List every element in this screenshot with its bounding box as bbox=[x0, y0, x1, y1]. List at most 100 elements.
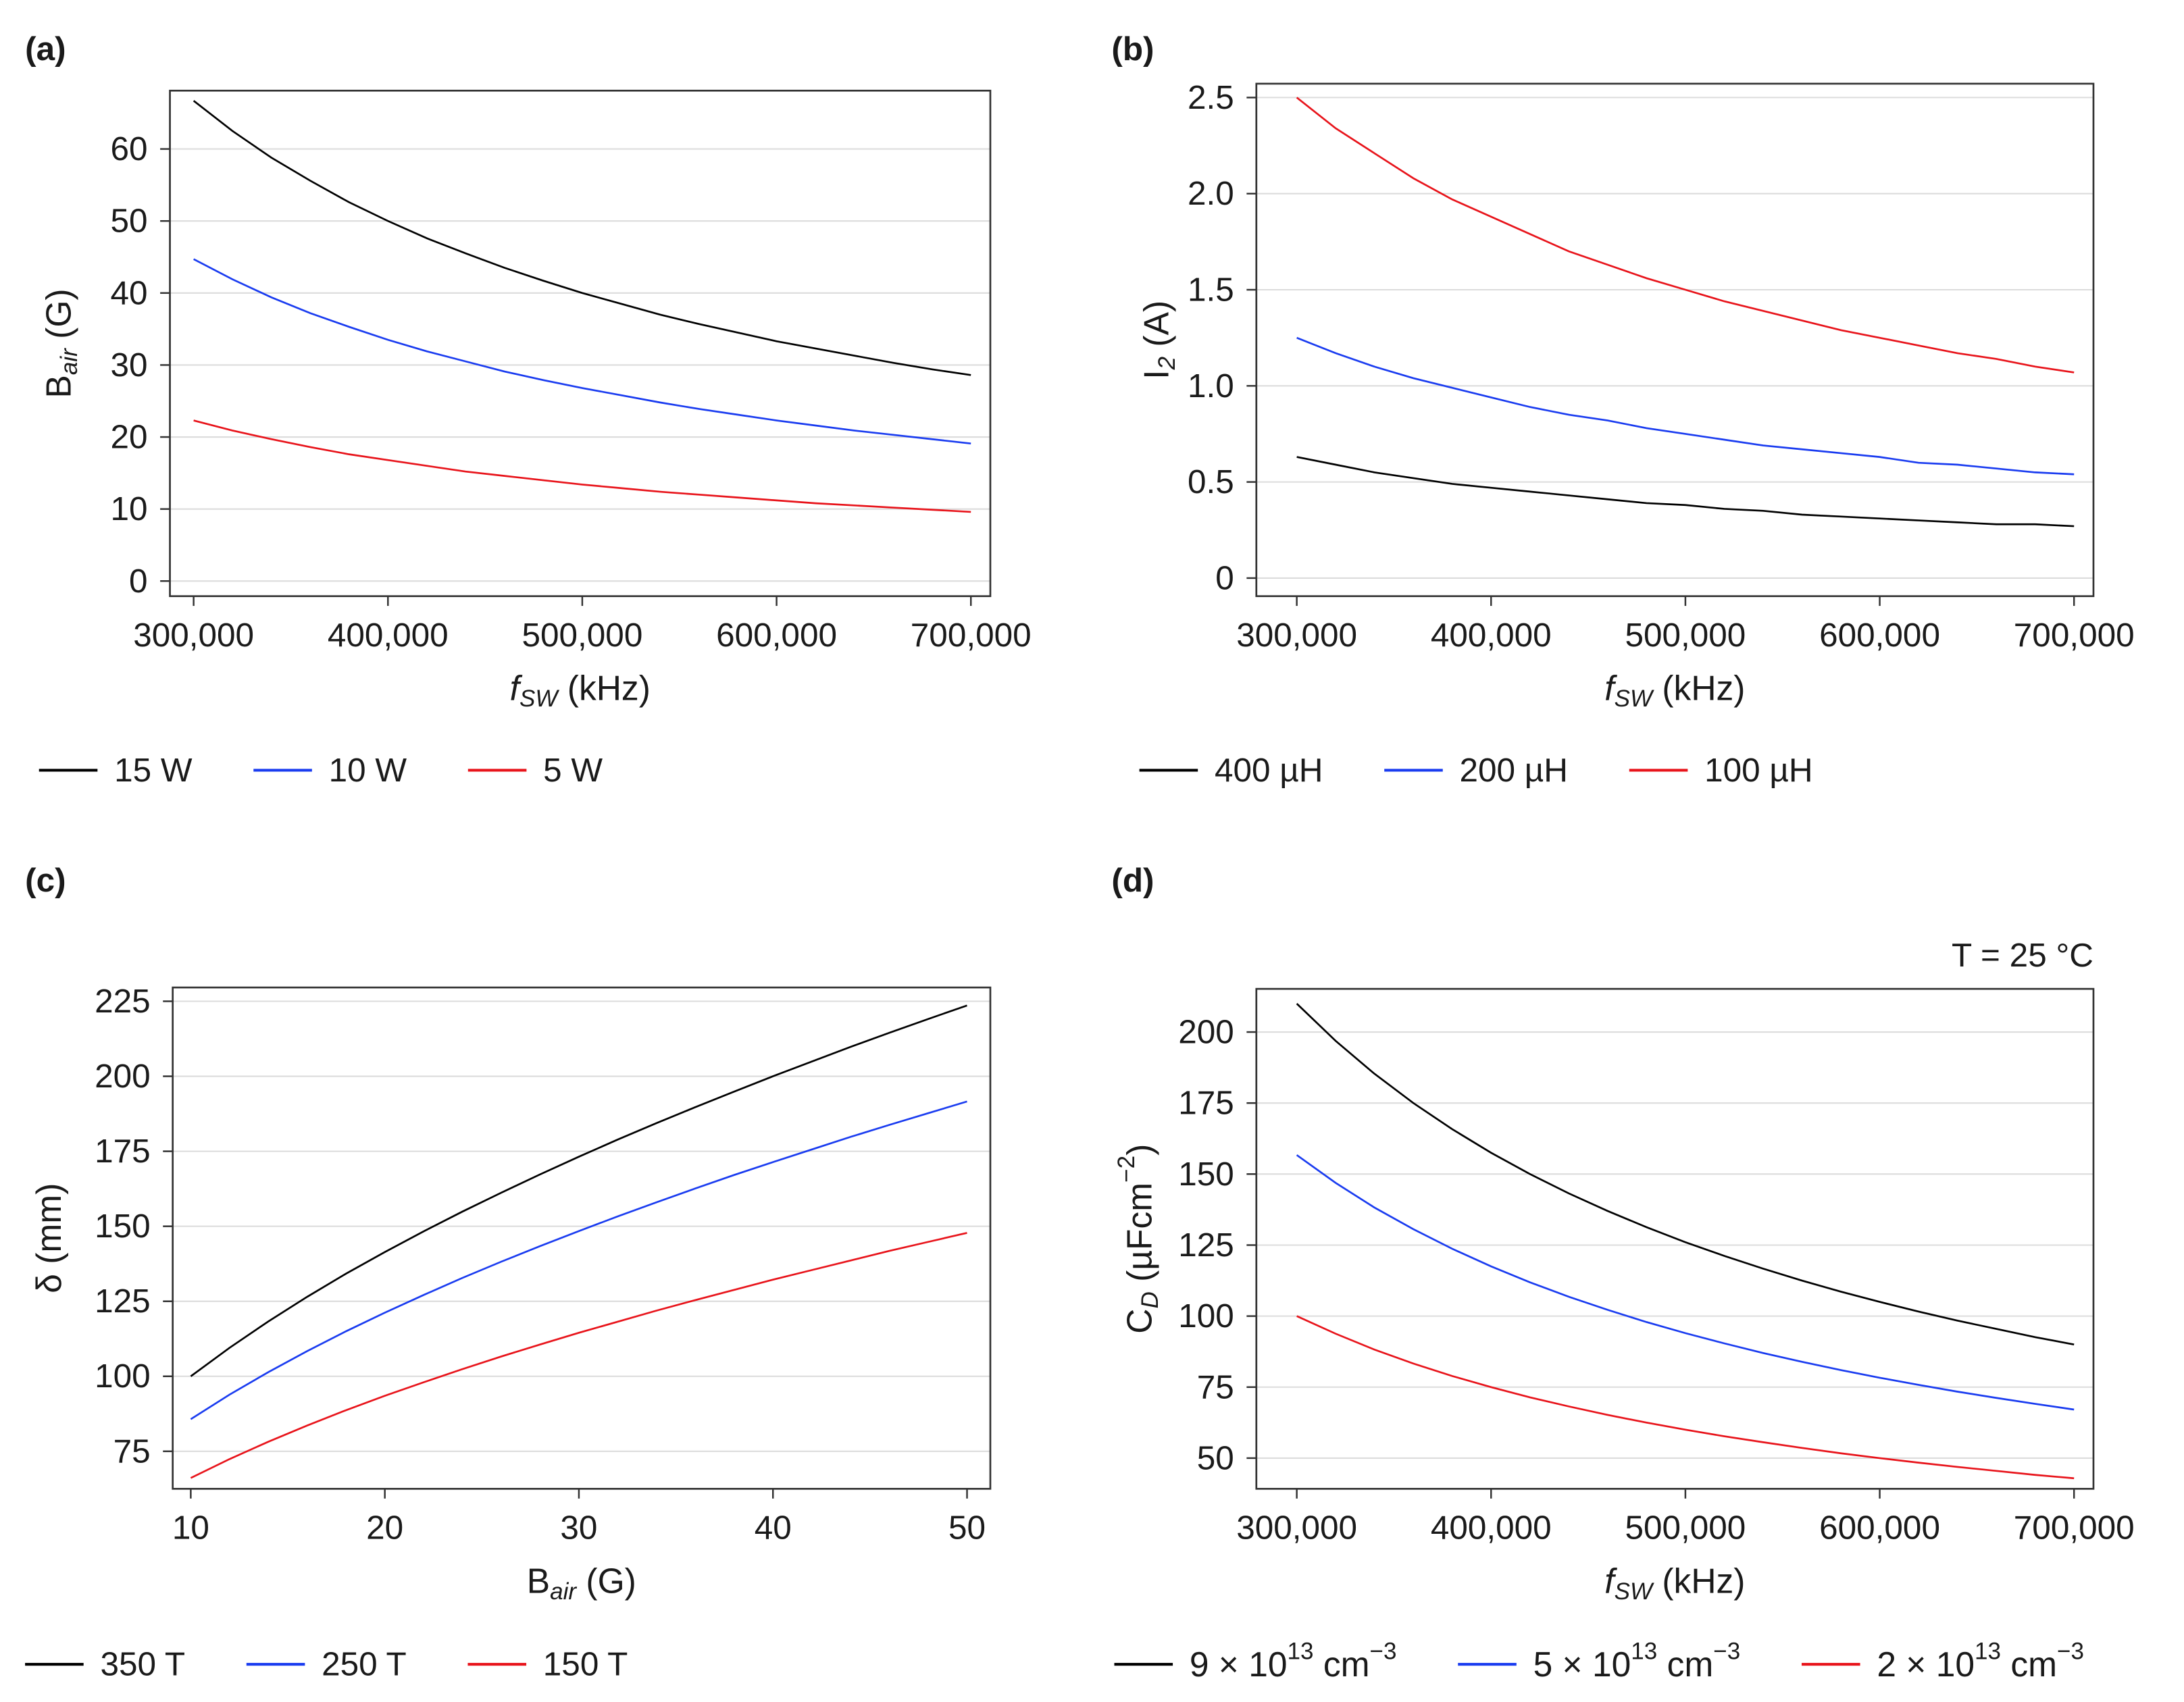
panel-label: (a) bbox=[25, 30, 66, 68]
x-tick-label: 700,000 bbox=[2014, 1510, 2135, 1547]
data-line bbox=[1296, 97, 2075, 373]
y-axis-label: CD (µFcm−2) bbox=[1113, 1144, 1163, 1334]
x-tick-label: 700,000 bbox=[2014, 617, 2135, 654]
legend-label: 250 T bbox=[322, 1646, 407, 1683]
y-tick-label: 200 bbox=[95, 1058, 151, 1095]
label-part: air bbox=[56, 348, 82, 375]
label-part: D bbox=[1137, 1291, 1163, 1308]
label-part: 5 × 10 bbox=[1533, 1645, 1631, 1684]
x-axis-label: fSW (kHz) bbox=[1604, 669, 1745, 712]
y-tick-label: 30 bbox=[111, 346, 148, 384]
y-tick-label: 150 bbox=[1178, 1156, 1234, 1193]
y-tick-label: 50 bbox=[111, 203, 148, 240]
y-tick-label: 100 bbox=[1178, 1297, 1234, 1335]
panel-label: (b) bbox=[1111, 30, 1154, 68]
data-line bbox=[1296, 1315, 2075, 1480]
label-part: (kHz) bbox=[1652, 669, 1745, 708]
label-part: f bbox=[1604, 1561, 1617, 1600]
legend-label: 150 T bbox=[543, 1646, 628, 1683]
x-tick-label: 500,000 bbox=[522, 617, 643, 654]
x-tick-label: 600,000 bbox=[1819, 1510, 1940, 1547]
label-part: SW bbox=[1615, 686, 1654, 712]
label-part: cm bbox=[2001, 1645, 2057, 1684]
panel: (d) 50 75 100 125 150 175 200 300,000 400,000 500,… bbox=[1111, 862, 2134, 1684]
y-tick-label: 20 bbox=[111, 419, 148, 456]
label-part: (G) bbox=[39, 288, 78, 349]
x-tick-label: 300,000 bbox=[1236, 617, 1357, 654]
label-part: −3 bbox=[1370, 1638, 1397, 1664]
x-tick-label: 500,000 bbox=[1625, 617, 1746, 654]
data-line bbox=[1296, 336, 2075, 475]
data-line bbox=[190, 1100, 967, 1420]
y-tick-label: 125 bbox=[95, 1283, 151, 1320]
legend-label: 5 × 1013 cm−3 bbox=[1533, 1638, 1741, 1684]
data-line bbox=[1296, 1154, 2075, 1411]
label-part: 2 × 10 bbox=[1877, 1645, 1975, 1684]
y-tick-label: 100 bbox=[95, 1358, 151, 1395]
data-line bbox=[1296, 1003, 2075, 1345]
panel: (b) 0 0.5 1.0 1.5 2.0 2.5 300,000 400,000 500,000… bbox=[1111, 30, 2134, 789]
label-part: −3 bbox=[1713, 1638, 1740, 1664]
legend-label: 350 T bbox=[100, 1646, 185, 1683]
y-tick-label: 10 bbox=[111, 490, 148, 527]
x-tick-label: 600,000 bbox=[716, 617, 837, 654]
legend-label: 5 W bbox=[543, 752, 603, 789]
data-line bbox=[190, 1004, 967, 1377]
plot-frame bbox=[172, 986, 992, 1490]
label-part: (A) bbox=[1136, 301, 1175, 357]
x-tick-label: 10 bbox=[172, 1510, 209, 1547]
x-axis-label: Bair (G) bbox=[527, 1561, 636, 1604]
y-tick-label: 0 bbox=[1215, 559, 1234, 596]
legend-label: 10 W bbox=[329, 752, 407, 789]
y-tick-label: 125 bbox=[1178, 1227, 1234, 1264]
x-tick-label: 700,000 bbox=[911, 617, 1032, 654]
x-tick-label: 300,000 bbox=[1236, 1510, 1357, 1547]
x-tick-label: 400,000 bbox=[1431, 1510, 1552, 1547]
y-tick-label: 2.0 bbox=[1188, 175, 1234, 212]
label-part: cm bbox=[1657, 1645, 1713, 1684]
y-tick-label: 50 bbox=[1197, 1439, 1234, 1476]
data-line bbox=[193, 100, 971, 376]
label-part: 13 bbox=[1631, 1638, 1657, 1664]
plot-frame bbox=[169, 89, 992, 598]
panel-label: (d) bbox=[1111, 862, 1154, 899]
label-part: ) bbox=[1120, 1144, 1159, 1156]
panel: (a) 0 10 20 30 40 50 60 300,000 400,000 500,000 600… bbox=[25, 30, 1032, 789]
y-tick-label: 175 bbox=[1178, 1085, 1234, 1122]
panel: (c) 75 100 125 150 175 200 225 10 20 30 40 50 Bair (G… bbox=[25, 862, 992, 1683]
label-part: SW bbox=[519, 686, 559, 712]
legend-label: 2 × 1013 cm−3 bbox=[1877, 1638, 2084, 1684]
label-part: B bbox=[39, 375, 78, 398]
x-axis-label: fSW (kHz) bbox=[510, 669, 651, 712]
x-axis-label: fSW (kHz) bbox=[1604, 1561, 1745, 1604]
data-line bbox=[193, 258, 971, 444]
x-tick-label: 500,000 bbox=[1625, 1510, 1746, 1547]
plot-frame bbox=[1255, 82, 2095, 598]
x-tick-label: 40 bbox=[755, 1510, 792, 1547]
label-part: −3 bbox=[2057, 1638, 2084, 1664]
y-tick-label: 200 bbox=[1178, 1014, 1234, 1051]
x-tick-label: 300,000 bbox=[133, 617, 254, 654]
y-axis-label: Bair (G) bbox=[39, 288, 82, 398]
label-part: B bbox=[527, 1561, 550, 1600]
legend-label: 9 × 1013 cm−3 bbox=[1190, 1638, 1397, 1684]
y-tick-label: 1.5 bbox=[1188, 272, 1234, 309]
y-tick-label: 40 bbox=[111, 274, 148, 311]
x-tick-label: 400,000 bbox=[328, 617, 449, 654]
y-tick-label: 2.5 bbox=[1188, 79, 1234, 116]
label-part: C bbox=[1120, 1309, 1159, 1334]
y-tick-label: 75 bbox=[113, 1433, 151, 1470]
label-part: cm bbox=[1314, 1645, 1370, 1684]
label-part: (kHz) bbox=[557, 669, 650, 708]
annotation: T = 25 °C bbox=[1952, 937, 2093, 974]
label-part: 13 bbox=[1975, 1638, 2001, 1664]
x-tick-label: 20 bbox=[366, 1510, 403, 1547]
label-part: f bbox=[510, 669, 523, 708]
label-part: f bbox=[1604, 669, 1617, 708]
x-tick-label: 30 bbox=[560, 1510, 597, 1547]
x-tick-label: 400,000 bbox=[1431, 617, 1552, 654]
label-part: δ (mm) bbox=[29, 1183, 68, 1293]
label-part: SW bbox=[1615, 1578, 1654, 1604]
data-line bbox=[1296, 456, 2075, 527]
